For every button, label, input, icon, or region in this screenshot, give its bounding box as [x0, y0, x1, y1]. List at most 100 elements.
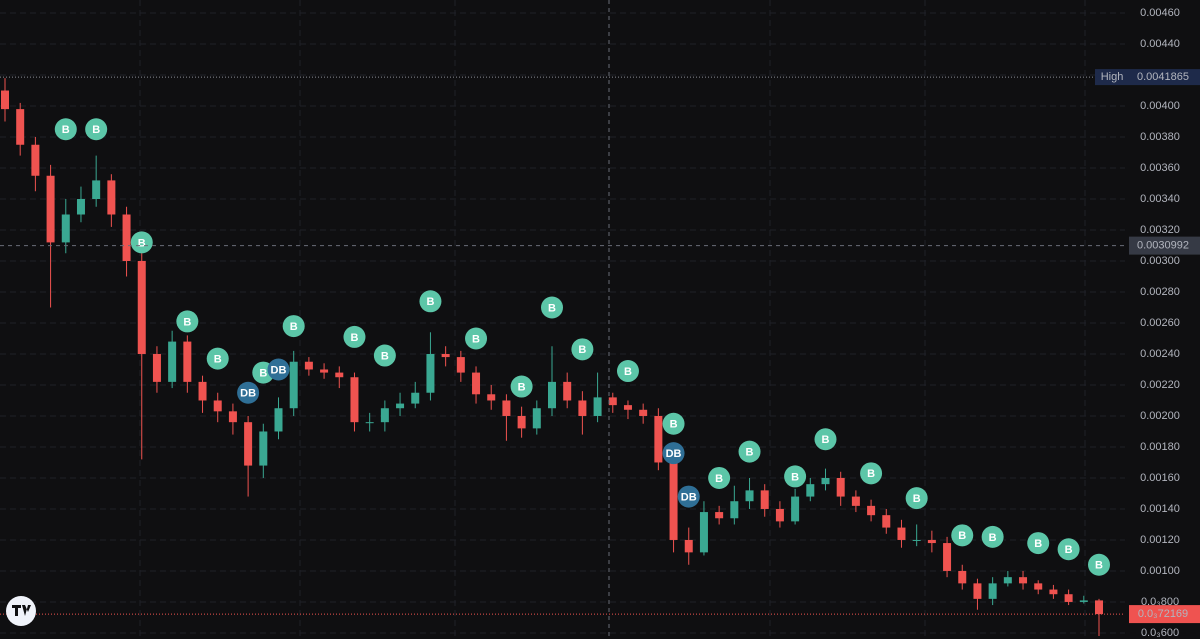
- signal-marker: [738, 440, 761, 463]
- signal-marker: [267, 358, 290, 381]
- signal-label: B: [1095, 560, 1103, 572]
- candle-body: [897, 527, 906, 540]
- candle-body: [365, 422, 374, 424]
- signal-label: B: [183, 316, 191, 328]
- signal-marker: [465, 327, 488, 350]
- candle-body: [304, 361, 313, 370]
- signal-marker: [237, 381, 260, 404]
- candle-body: [912, 539, 921, 541]
- signal-label: B: [518, 381, 526, 393]
- candle-body: [927, 539, 936, 544]
- signal-label: DB: [271, 364, 287, 376]
- candle-body: [958, 570, 967, 584]
- candle-body: [593, 397, 602, 416]
- candle-body: [608, 397, 617, 406]
- candle-body: [988, 583, 997, 599]
- price-axis: 0.004600.004400.004200.004000.003800.003…: [1095, 0, 1200, 639]
- candle-body: [1079, 600, 1088, 602]
- signal-marker: [571, 338, 594, 361]
- candle-body: [1049, 589, 1058, 595]
- y-tick-label: 0.00440: [1140, 38, 1180, 50]
- signal-label: B: [381, 350, 389, 362]
- signal-marker: [662, 412, 685, 435]
- y-tick-label: 0.00120: [1140, 534, 1180, 546]
- signal-label: B: [1065, 544, 1073, 556]
- candle-body: [456, 357, 465, 373]
- candle-body: [168, 341, 177, 382]
- y-tick-label: 0.00260: [1140, 317, 1180, 329]
- signal-label: B: [548, 302, 556, 314]
- signal-label: B: [715, 473, 723, 485]
- candle-body: [775, 508, 784, 522]
- candle-body: [472, 372, 481, 395]
- signal-label: B: [472, 333, 480, 345]
- candle-body: [320, 369, 329, 373]
- signal-label: B: [214, 354, 222, 366]
- y-tick-label: 0.00400: [1140, 100, 1180, 112]
- candle-body: [487, 394, 496, 401]
- y-tick-label: 0.00140: [1140, 503, 1180, 515]
- candle-body: [806, 484, 815, 497]
- candle-body: [563, 381, 572, 401]
- candle-body: [669, 462, 678, 540]
- signal-marker: [1057, 538, 1080, 561]
- high-label-bg: [1095, 69, 1129, 86]
- y-tick-label: 0.0₃800: [1141, 596, 1179, 608]
- candle-body: [411, 392, 420, 404]
- y-tick-label: 0.00380: [1140, 131, 1180, 143]
- last-price: 0.0₃72169: [1138, 608, 1188, 620]
- signal-label: B: [867, 468, 875, 480]
- y-tick-label: 0.00360: [1140, 162, 1180, 174]
- signal-marker: [282, 315, 305, 338]
- crosshair-price-bg: [1129, 236, 1200, 255]
- candle-body: [943, 543, 952, 571]
- y-tick-label: 0.00160: [1140, 472, 1180, 484]
- candle-body: [502, 400, 511, 416]
- candle-body: [851, 496, 860, 506]
- signal-label: B: [913, 493, 921, 505]
- candle-body: [244, 422, 253, 466]
- candle-body: [380, 408, 389, 423]
- y-tick-label: 0.00320: [1140, 224, 1180, 236]
- signal-label: B: [670, 419, 678, 431]
- candle-body: [745, 490, 754, 502]
- signal-label: DB: [681, 491, 697, 503]
- candle-body: [426, 353, 435, 393]
- candle-body: [821, 477, 830, 485]
- candle-body: [654, 415, 663, 463]
- candle-body: [76, 198, 85, 215]
- signal-marker: [814, 428, 837, 451]
- candle-body: [1, 90, 9, 110]
- candle-body: [122, 214, 131, 261]
- candle-body: [92, 180, 101, 199]
- candle-body: [31, 144, 40, 176]
- y-tick-label: 0.00460: [1140, 7, 1180, 19]
- crosshair-price: 0.0030992: [1137, 240, 1189, 252]
- candle-body: [61, 214, 70, 243]
- candle-body: [198, 381, 207, 401]
- candle-body: [760, 490, 769, 509]
- signal-marker: [130, 231, 153, 254]
- y-tick-label: 0.00200: [1140, 410, 1180, 422]
- signal-marker: [1088, 553, 1110, 576]
- signal-marker: [343, 325, 366, 348]
- candle-body: [639, 409, 648, 416]
- signal-label: DB: [666, 448, 682, 460]
- candle-body: [183, 341, 192, 382]
- candle-body: [715, 512, 724, 519]
- candle-body: [532, 408, 541, 429]
- candle-body: [684, 539, 693, 553]
- candle-body: [867, 505, 876, 516]
- y-tick-label: 0.00300: [1140, 255, 1180, 267]
- signal-marker: [860, 462, 883, 485]
- candle-body: [973, 583, 982, 599]
- candle-body: [107, 180, 116, 215]
- candle-body: [274, 408, 283, 432]
- signal-marker: [905, 487, 928, 510]
- candle-body: [836, 477, 845, 497]
- signal-marker: [541, 296, 563, 319]
- candle-body: [623, 405, 632, 410]
- y-tick-label: 0.00280: [1140, 286, 1180, 298]
